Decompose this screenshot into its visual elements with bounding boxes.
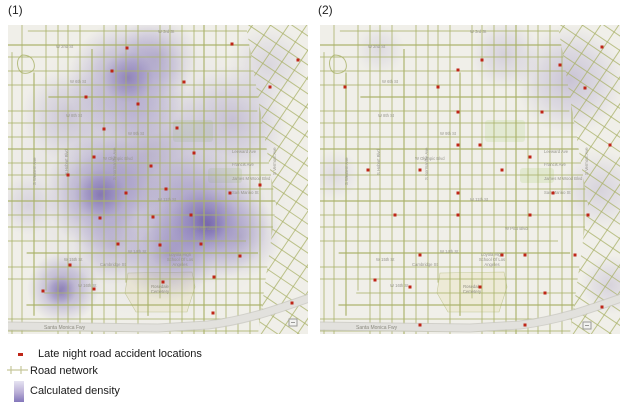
svg-text:W 15th St: W 15th St [64, 257, 83, 262]
svg-text:Santa Monica Fwy: Santa Monica Fwy [44, 325, 86, 331]
svg-text:San Marino St: San Marino St [544, 190, 571, 195]
svg-text:W 8th St: W 8th St [378, 113, 395, 118]
svg-text:W 3rd St: W 3rd St [470, 29, 487, 34]
svg-text:S Hobart Blvd: S Hobart Blvd [64, 148, 69, 175]
density-swatch-icon [14, 381, 24, 402]
svg-text:Cambridge St: Cambridge St [412, 262, 438, 267]
svg-text:Angeles: Angeles [484, 262, 499, 267]
svg-text:Rosedale: Rosedale [151, 284, 169, 289]
svg-text:S Vermont Ave: S Vermont Ave [584, 147, 589, 175]
svg-text:Loyola High: Loyola High [481, 252, 504, 257]
svg-text:W Olympic Blvd: W Olympic Blvd [103, 156, 133, 161]
svg-text:W 9th St: W 9th St [440, 131, 457, 136]
svg-text:W 14th St: W 14th St [128, 249, 147, 254]
svg-text:James M Wood Blvd: James M Wood Blvd [232, 176, 271, 181]
svg-text:W 15th St: W 15th St [376, 257, 395, 262]
svg-text:S Western Ave: S Western Ave [32, 157, 37, 185]
panel-1-label: (1) [8, 3, 23, 17]
svg-text:S Normandie Ave: S Normandie Ave [112, 147, 117, 180]
svg-text:School Of Los: School Of Los [167, 257, 193, 262]
svg-text:W 6th St: W 6th St [70, 79, 87, 84]
svg-text:W 14th St: W 14th St [440, 249, 459, 254]
legend: Late night road accident locations Road … [0, 344, 300, 410]
svg-text:Cemetery: Cemetery [151, 289, 170, 294]
svg-text:W 11th St: W 11th St [158, 197, 177, 202]
svg-text:W 9th St: W 9th St [128, 131, 145, 136]
svg-text:Cemetery: Cemetery [463, 289, 482, 294]
svg-text:School Of Los: School Of Los [479, 257, 505, 262]
road-network-icon [7, 366, 28, 374]
legend-label-road-network: Road network [30, 365, 98, 377]
panel-2-label: (2) [318, 3, 333, 17]
svg-text:S Vermont Ave: S Vermont Ave [272, 147, 277, 175]
svg-text:W 16th St: W 16th St [78, 283, 97, 288]
svg-text:San Marino St: San Marino St [232, 190, 259, 195]
legend-label-accidents: Late night road accident locations [38, 348, 202, 360]
legend-label-density: Calculated density [30, 385, 120, 397]
svg-text:Santa Monica Fwy: Santa Monica Fwy [356, 325, 398, 331]
map-panel-network-density: W 2nd St W 3rd St W 6th St W 8th St W 9th St… [320, 25, 620, 334]
svg-text:W 16th St: W 16th St [390, 283, 409, 288]
svg-text:Leeward Ave: Leeward Ave [232, 149, 257, 154]
svg-text:Angeles: Angeles [172, 262, 187, 267]
svg-text:S Normandie Ave: S Normandie Ave [424, 147, 429, 180]
svg-text:W 2nd St: W 2nd St [56, 44, 74, 49]
svg-text:James M Wood Blvd: James M Wood Blvd [544, 176, 583, 181]
svg-text:W 6th St: W 6th St [382, 79, 399, 84]
svg-text:W 3rd St: W 3rd St [158, 29, 175, 34]
svg-text:W Pico Blvd: W Pico Blvd [505, 226, 528, 231]
svg-text:S Hobart Blvd: S Hobart Blvd [376, 148, 381, 175]
svg-text:W Pico Blvd: W Pico Blvd [193, 226, 216, 231]
svg-text:W 11th St: W 11th St [470, 197, 489, 202]
svg-text:Francis Ave: Francis Ave [232, 162, 254, 167]
svg-text:Francis Ave: Francis Ave [544, 162, 566, 167]
svg-text:Leeward Ave: Leeward Ave [544, 149, 569, 154]
svg-text:W 2nd St: W 2nd St [368, 44, 386, 49]
svg-text:Rosedale: Rosedale [463, 284, 481, 289]
accident-marker-icon [18, 353, 23, 356]
svg-text:W Olympic Blvd: W Olympic Blvd [415, 156, 445, 161]
svg-text:Loyola High: Loyola High [169, 252, 192, 257]
map-panel-kernel-density: W 2nd St W 3rd St W 6th St W 8th St W 9th St… [8, 25, 308, 334]
svg-text:W 8th St: W 8th St [66, 113, 83, 118]
svg-text:S Western Ave: S Western Ave [344, 157, 349, 185]
svg-text:Cambridge St: Cambridge St [100, 262, 126, 267]
